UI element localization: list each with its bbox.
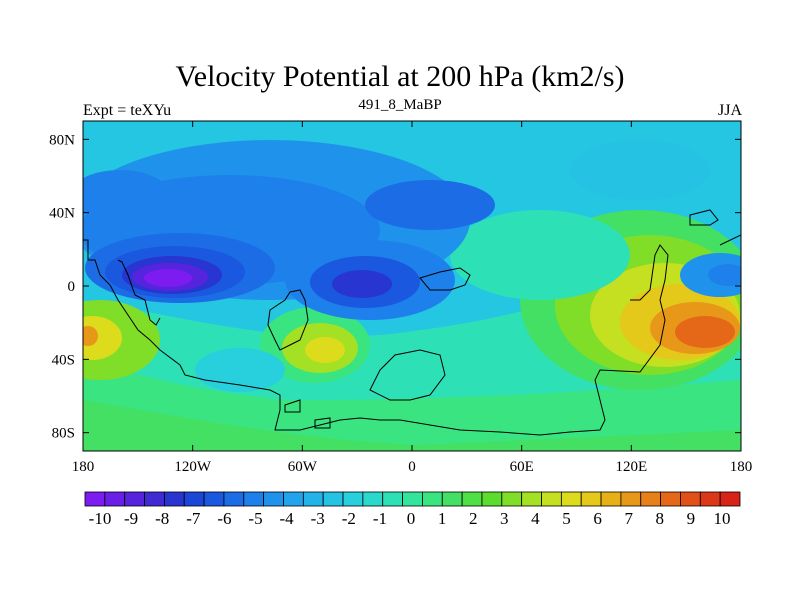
latitude-tick-marks (83, 138, 741, 434)
colorbar-label: 2 (469, 509, 478, 528)
coastlines (83, 209, 741, 436)
longitude-tick-labels: 180 120W 60W 0 60E 120E 180 (72, 459, 753, 475)
colorbar-label: 6 (593, 509, 602, 528)
colorbar-label: 3 (500, 509, 509, 528)
longitude-tick-label: 180 (730, 459, 753, 475)
colorbar-label: 8 (656, 509, 665, 528)
colorbar-swatch (560, 491, 582, 507)
colorbar-swatch (183, 491, 205, 507)
longitude-tick-marks (82, 121, 742, 451)
colorbar-swatch (640, 491, 662, 507)
colorbar-label: -1 (373, 509, 387, 528)
latitude-tick-label: 80N (49, 132, 75, 148)
longitude-tick-label: 0 (408, 459, 416, 475)
colorbar-swatch (600, 491, 622, 507)
colorbar-swatch (322, 491, 344, 507)
colorbar-label: 1 (438, 509, 447, 528)
case-label: 491_8_MaBP (358, 97, 442, 113)
longitude-tick-label: 60E (510, 459, 534, 475)
latitude-tick-labels: 80N 40N 0 40S 80S (49, 132, 75, 441)
colorbar-swatch (541, 491, 562, 507)
colorbar-swatch (84, 491, 106, 507)
colorbar-swatch (680, 491, 701, 507)
season-label: JJA (717, 102, 742, 119)
experiment-label: Expt = teXYu (83, 102, 172, 119)
colorbar-swatch (283, 491, 304, 507)
colorbar-swatch (144, 491, 165, 507)
colorbar-swatch (660, 491, 681, 507)
colorbar-swatch (422, 491, 443, 507)
colorbar-label: -5 (248, 509, 262, 528)
colorbar-labels: -10 -9 -8 -7 -6 -5 -4 -3 -2 -1 0 1 2 3 4 5 6 7 8 9 10 (89, 509, 731, 528)
colorbar-swatch (302, 491, 324, 507)
colorbar-swatch (580, 491, 602, 507)
colorbar-label: 9 (687, 509, 696, 528)
colorbar-swatch (501, 491, 523, 507)
colorbar-swatch (124, 491, 145, 507)
colorbar-label: -7 (186, 509, 201, 528)
colorbar-label: 4 (531, 509, 540, 528)
longitude-tick-label: 180 (72, 459, 95, 475)
colorbar-swatch (223, 491, 245, 507)
plot-title: Velocity Potential at 200 hPa (km2/s) (175, 60, 625, 93)
colorbar-swatch (402, 491, 423, 507)
colorbar-label: -8 (155, 509, 169, 528)
velocity-potential-field (83, 121, 741, 451)
latitude-tick-label: 40N (49, 206, 75, 222)
longitude-tick-label: 120W (174, 459, 212, 475)
colorbar-label: -4 (280, 509, 295, 528)
colorbar-label: -6 (217, 509, 231, 528)
latitude-tick-label: 40S (52, 352, 75, 368)
colorbar-label: 10 (714, 509, 731, 528)
colorbar-label: -2 (342, 509, 356, 528)
latitude-tick-label: 0 (68, 279, 76, 295)
colorbar-label: -3 (311, 509, 325, 528)
colorbar-swatch (699, 491, 721, 507)
longitude-tick-label: 60W (288, 459, 318, 475)
colorbar-label: -9 (124, 509, 138, 528)
colorbar-label: 5 (562, 509, 571, 528)
colorbar-swatch (461, 491, 483, 507)
colorbar-swatch (620, 491, 642, 507)
longitude-tick-label: 120E (615, 459, 647, 475)
colorbar-swatch (362, 491, 384, 507)
colorbar-label: -10 (89, 509, 112, 528)
latitude-tick-label: 80S (52, 426, 75, 442)
colorbar-swatch (342, 491, 364, 507)
colorbar-swatch (382, 491, 403, 507)
colorbar (84, 491, 741, 507)
colorbar-swatch (719, 491, 741, 507)
colorbar-swatch (243, 491, 265, 507)
colorbar-label: 7 (624, 509, 633, 528)
colorbar-swatch (263, 491, 284, 507)
colorbar-swatch (441, 491, 463, 507)
colorbar-swatch (163, 491, 185, 507)
colorbar-label: 0 (407, 509, 416, 528)
colorbar-swatch (203, 491, 225, 507)
colorbar-swatch (521, 491, 542, 507)
colorbar-swatch (104, 491, 126, 507)
colorbar-swatch (481, 491, 503, 507)
